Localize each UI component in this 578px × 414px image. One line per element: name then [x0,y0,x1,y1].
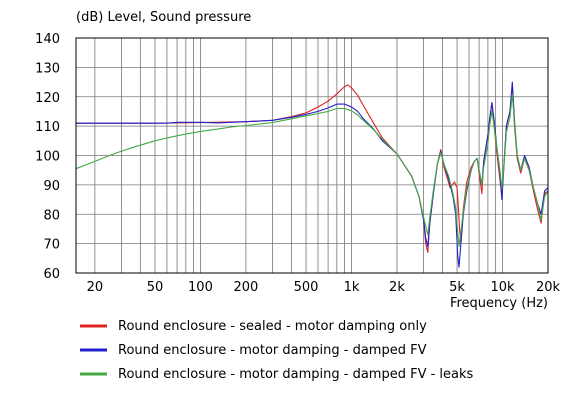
x-tick-label: 2k [389,280,405,295]
x-tick-label: 10k [490,280,515,295]
legend-label: Round enclosure - motor damping - damped… [118,343,427,358]
x-tick-label: 1k [344,280,360,295]
x-axis-label: Frequency (Hz) [450,296,548,311]
x-tick-labels: 20 50 100 200 500 1k 2k 5k 10k 20k [87,280,561,295]
x-tick-label: 20 [87,280,104,295]
y-tick-labels: 140 130 120 110 100 90 80 70 60 [35,32,60,282]
grid [76,37,549,274]
series-layer [75,81,549,268]
x-tick-label: 20k [536,280,561,295]
series-line-1 [76,84,549,253]
series-line-3 [75,93,549,248]
y-axis-label: (dB) Level, Sound pressure [76,10,251,25]
x-tick-label: 5k [449,280,465,295]
plot-frame [75,37,549,274]
legend-label: Round enclosure - motor damping - damped… [118,367,474,382]
legend: Round enclosure - sealed - motor damping… [80,319,474,382]
y-tick-label: 120 [35,91,60,106]
y-tick-label: 70 [43,238,60,253]
y-tick-label: 130 [35,61,60,76]
y-tick-label: 110 [35,120,60,135]
y-tick-label: 90 [43,179,60,194]
x-tick-label: 200 [234,280,259,295]
y-tick-label: 100 [35,150,60,165]
y-tick-label: 140 [35,32,60,47]
y-tick-label: 80 [43,208,60,223]
x-tick-label: 50 [147,280,164,295]
x-tick-label: 100 [188,280,213,295]
y-tick-label: 60 [43,267,60,282]
x-tick-label: 500 [294,280,319,295]
legend-label: Round enclosure - sealed - motor damping… [118,319,427,334]
